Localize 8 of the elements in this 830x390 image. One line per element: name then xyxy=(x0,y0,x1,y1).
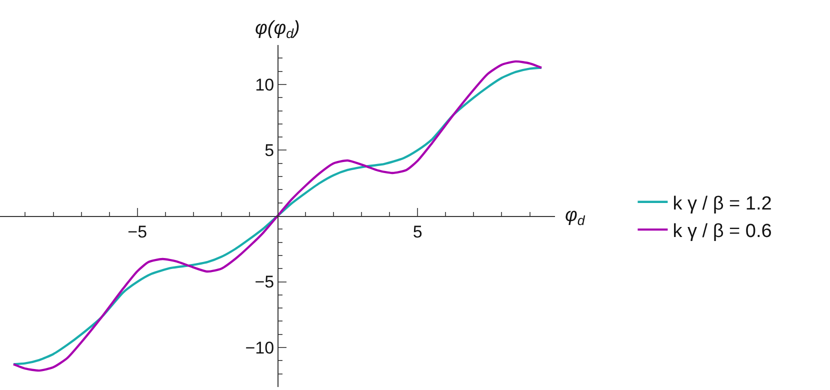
y-tick-label: −10 xyxy=(245,338,274,358)
y-tick-label: −5 xyxy=(254,272,274,292)
y-axis-title: φ(φ$_{d}$) xyxy=(255,18,300,41)
y-tick-label: 5 xyxy=(264,141,274,160)
legend-label: k γ / β = 0.6 xyxy=(672,220,772,242)
x-axis-title: φ$_{d}$ xyxy=(565,205,586,228)
legend-label: k γ / β = 1.2 xyxy=(672,193,772,214)
y-tick-label: 10 xyxy=(255,75,274,94)
